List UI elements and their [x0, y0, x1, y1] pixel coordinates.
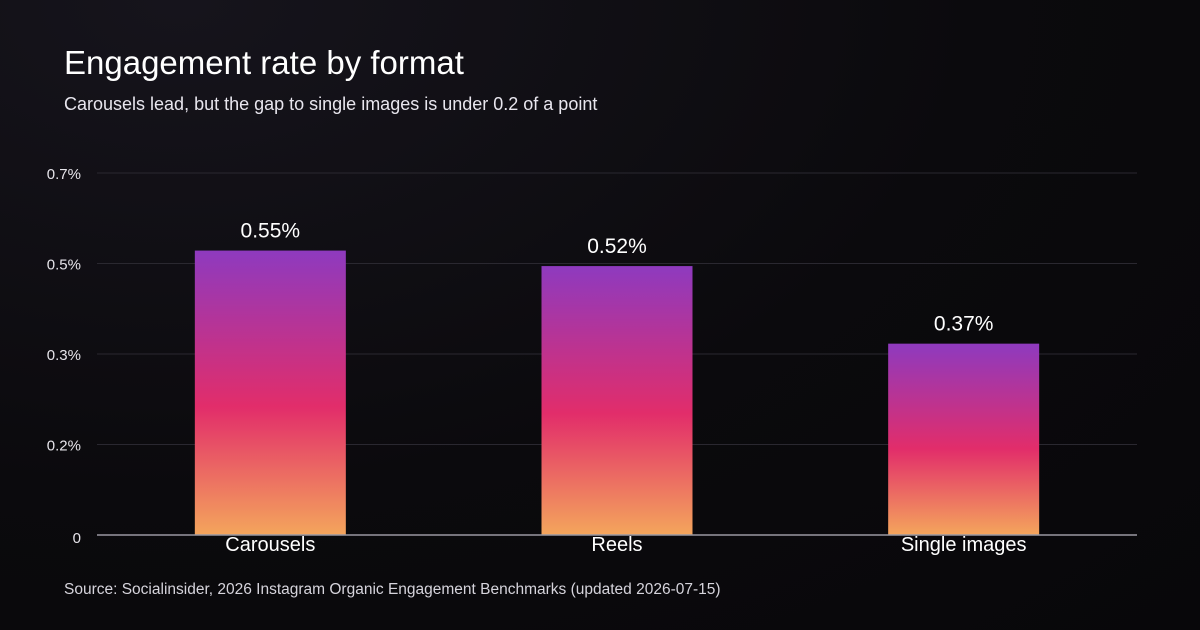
data-label: 0.55%	[241, 220, 301, 243]
category-label: Single images	[901, 534, 1027, 556]
category-label: Carousels	[225, 534, 315, 556]
category-label: Reels	[591, 534, 642, 556]
bar-carousels	[194, 250, 346, 536]
chart-subtitle: Carousels lead, but the gap to single im…	[64, 94, 598, 114]
y-tick-label: 0.3%	[47, 347, 81, 364]
data-label: 0.37%	[934, 313, 994, 336]
data-labels: 0.55% 0.52% 0.37%	[241, 220, 994, 336]
y-tick-label: 0	[73, 530, 81, 547]
bars	[194, 250, 1040, 536]
data-label: 0.52%	[587, 235, 647, 258]
y-tick-label: 0.2%	[47, 438, 81, 455]
x-axis-category-labels: Carousels Reels Single images	[225, 534, 1026, 556]
y-tick-label: 0.5%	[47, 257, 81, 274]
source-note: Source: Socialinsider, 2026 Instagram Or…	[64, 581, 721, 598]
bar-single-images	[888, 343, 1040, 535]
y-tick-label: 0.7%	[47, 166, 81, 183]
bar-reels	[541, 266, 693, 535]
y-axis-tick-labels: 0 0.2% 0.3% 0.5% 0.7%	[47, 166, 81, 547]
chart-title: Engagement rate by format	[64, 44, 464, 81]
